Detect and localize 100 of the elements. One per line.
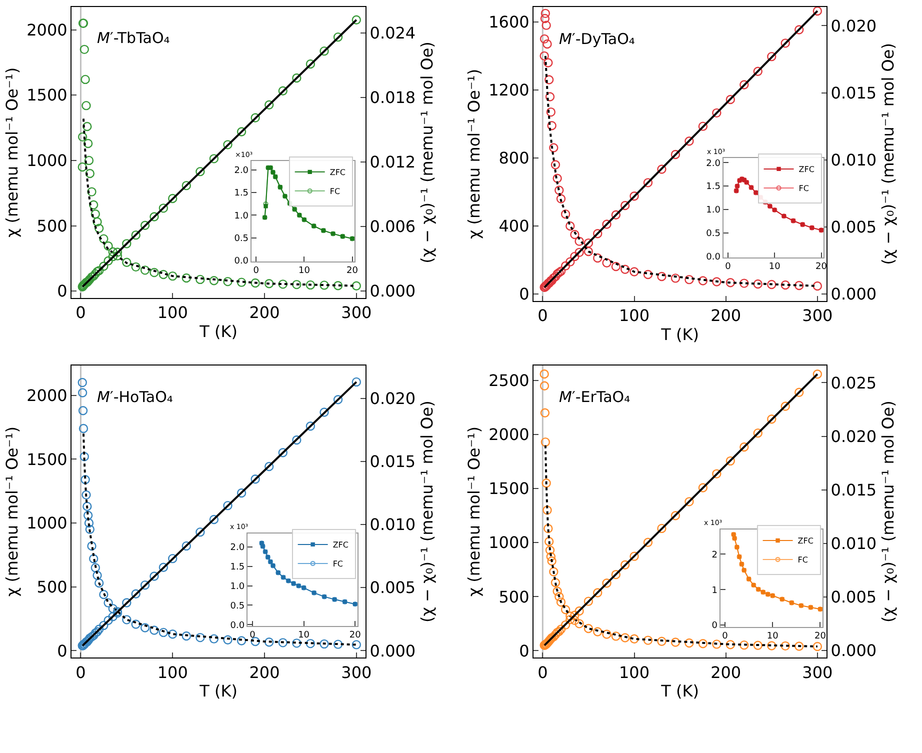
x-tick-label: 0 [76, 303, 86, 322]
x-tick-label: 0 [538, 306, 548, 326]
y-tick-label: 1500 [26, 86, 68, 105]
x-tick-label: 300 [341, 662, 372, 682]
y-tick-label: 0.5 [234, 234, 249, 244]
y2-axis-title: (χ − χ₀)⁻¹ (memu⁻¹ mol Oe) [878, 43, 898, 265]
x-tick-label: 100 [157, 662, 188, 682]
y2-tick-label: 0.005 [830, 218, 877, 237]
y2-axis-title: (χ − χ₀)⁻¹ (memu⁻¹ mol Oe) [417, 42, 436, 264]
x-tick-label: 20 [349, 630, 362, 641]
y-tick-label: 2000 [26, 20, 68, 40]
y2-tick-label: 0.020 [830, 426, 877, 446]
y-tick-label: 0 [57, 282, 68, 301]
x-tick-label: 100 [618, 662, 650, 682]
text: M′-TbTaO₄ [97, 29, 170, 47]
y-tick-label: 0.0 [234, 256, 249, 267]
y-tick-label: 1.5 [230, 562, 245, 573]
y-axis-title: χ (memu mol⁻¹ Oe⁻¹) [464, 426, 484, 597]
y-tick-label: 0.0 [706, 252, 721, 262]
legend-label: FC [798, 184, 810, 194]
legend-label: ZFC [332, 540, 349, 550]
y-tick-label: 1.0 [234, 211, 249, 222]
y-tick-label: 1500 [26, 450, 68, 469]
y2-tick-label: 0.012 [370, 152, 416, 172]
x-axis-title: T (K) [198, 322, 238, 341]
y2-tick-label: 0.018 [370, 88, 416, 107]
y-tick-label: 1000 [26, 514, 68, 533]
y-tick-label: 500 [36, 577, 68, 596]
x-tick-label: 0 [722, 632, 728, 642]
x-axis-title: T (K) [660, 682, 699, 701]
x-tick-label: 20 [816, 262, 828, 272]
x-tick-label: 10 [298, 630, 310, 641]
x-tick-label: 0 [538, 662, 548, 682]
y-tick-label: 1 [712, 586, 718, 596]
y2-tick-label: 0.000 [370, 282, 416, 301]
y2-tick-label: 0.015 [830, 480, 877, 500]
y2-tick-label: 0.000 [370, 641, 416, 660]
x-tick-label: 200 [710, 306, 742, 326]
y-tick-label: 2.0 [706, 158, 721, 169]
y2-tick-label: 0.010 [830, 534, 877, 554]
y-tick-label: 800 [498, 148, 530, 168]
legend-label: FC [330, 187, 340, 196]
y2-tick-label: 0.015 [370, 452, 416, 472]
y-tick-label: 500 [498, 587, 530, 606]
y2-tick-label: 0.000 [830, 284, 877, 304]
x-tick-label: 0 [76, 662, 86, 682]
x-axis-title: T (K) [660, 324, 699, 344]
y-tick-label: 2.0 [234, 166, 249, 176]
y-tick-label: 1.5 [706, 182, 720, 192]
legend-label: FC [332, 560, 344, 569]
y2-axis-title: (χ − χ₀)⁻¹ (memu⁻¹ mol Oe) [878, 400, 898, 622]
x-tick-label: 200 [710, 662, 742, 682]
y-tick-label: 1200 [488, 80, 530, 100]
y2-tick-label: 0.024 [370, 23, 416, 42]
y-axis-title: χ (memu mol⁻¹ Oe⁻¹) [464, 68, 484, 240]
y-tick-label: 1.0 [706, 206, 721, 216]
y-tick-label: 0 [712, 621, 718, 632]
y2-tick-label: 0.005 [830, 588, 877, 607]
y2-tick-label: 0.020 [830, 16, 877, 36]
legend-label: FC [798, 556, 808, 565]
x-tick-label: 20 [346, 266, 358, 276]
legend-label: ZFC [798, 536, 814, 546]
y-axis-title: χ (memu mol⁻¹ Oe⁻¹) [2, 426, 22, 597]
x-axis-title: T (K) [198, 682, 238, 701]
y2-tick-label: 0.020 [370, 388, 416, 408]
x-tick-label: 300 [802, 662, 833, 682]
text: M′-HoTaO₄ [97, 388, 173, 406]
x-tick-label: 100 [157, 303, 188, 322]
y-tick-label: 2000 [488, 425, 530, 444]
text: M′-ErTaO₄ [559, 388, 630, 406]
text: M′-DyTaO₄ [559, 30, 635, 48]
y2-tick-label: 0.000 [830, 641, 877, 660]
y-axis-title: χ (memu mol⁻¹ Oe⁻¹) [2, 67, 22, 238]
x-tick-label: 200 [249, 662, 280, 682]
x-tick-label: 100 [618, 306, 650, 326]
y-tick-label: 400 [498, 216, 530, 236]
x-tick-label: 10 [768, 262, 781, 272]
y-tick-label: 1.5 [234, 188, 249, 199]
y2-tick-label: 0.010 [370, 515, 416, 534]
x-tick-label: 0 [250, 630, 256, 641]
y2-tick-label: 0.010 [830, 150, 877, 170]
y-tick-label: 0.5 [706, 229, 720, 240]
legend-label: ZFC [798, 165, 815, 174]
y-tick-label: 1500 [488, 479, 530, 498]
y-tick-label: 1000 [488, 533, 530, 552]
y-tick-label: 0.0 [230, 620, 245, 631]
x-tick-label: 300 [802, 306, 833, 326]
y-tick-label: 0.5 [230, 601, 245, 612]
y-tick-label: 1.0 [230, 582, 245, 592]
y-tick-label: 1600 [488, 12, 530, 32]
x-tick-label: 10 [298, 266, 310, 276]
y-tick-label: 2500 [488, 371, 530, 390]
x-tick-label: 10 [766, 632, 779, 642]
y-tick-label: 1000 [26, 151, 68, 170]
x-tick-label: 200 [249, 303, 280, 322]
y2-tick-label: 0.015 [830, 83, 877, 102]
x-tick-label: 300 [341, 303, 372, 322]
y-tick-label: 2000 [26, 386, 68, 405]
x-tick-label: 0 [725, 262, 732, 272]
x-tick-label: 0 [253, 266, 260, 276]
